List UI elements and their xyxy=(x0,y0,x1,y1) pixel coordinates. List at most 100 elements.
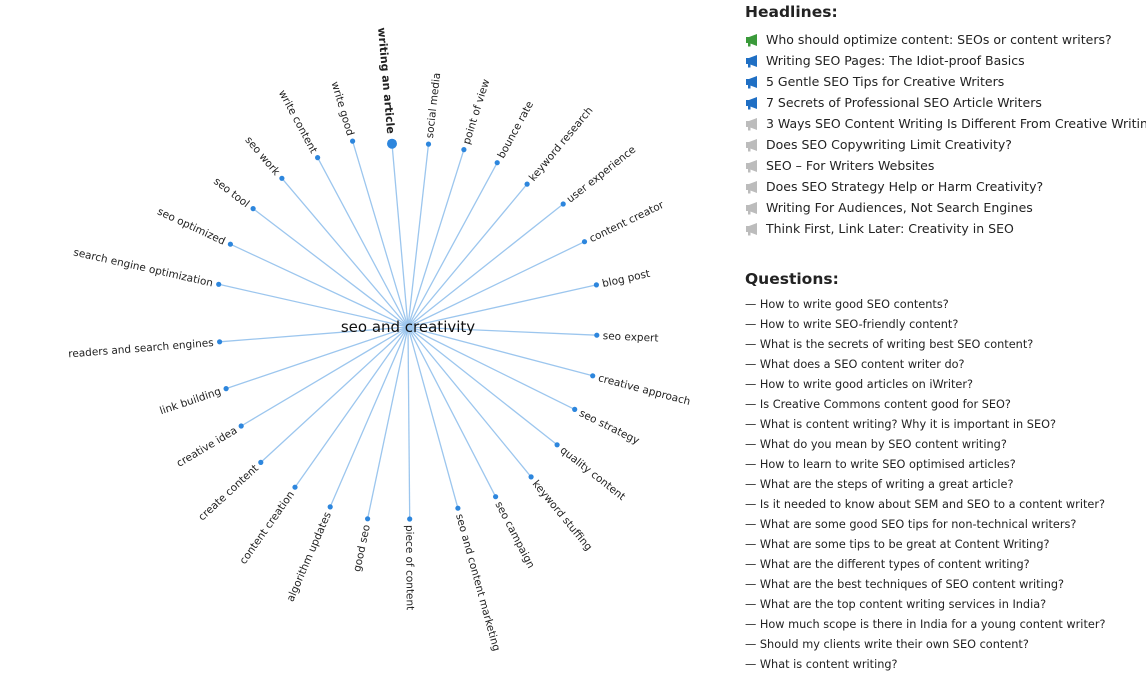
keyword-label[interactable]: algorithm updates xyxy=(285,510,334,603)
keyword-label[interactable]: point of view xyxy=(461,77,493,146)
headline-item[interactable]: 7 Secrets of Professional SEO Article Wr… xyxy=(745,92,1140,113)
keyword-node[interactable] xyxy=(227,241,233,247)
keyword-label[interactable]: seo tool xyxy=(211,175,251,210)
question-item[interactable]: — What is the secrets of writing best SE… xyxy=(745,338,1034,351)
keyword-node[interactable] xyxy=(238,423,244,429)
keyword-label[interactable]: search engine optimization xyxy=(72,246,214,289)
keyword-label[interactable]: keyword stuffing xyxy=(530,478,595,553)
megaphone-blue-icon xyxy=(746,54,757,67)
keyword-node[interactable] xyxy=(461,147,467,153)
headline-item[interactable]: Who should optimize content: SEOs or con… xyxy=(745,29,1140,50)
question-item[interactable]: — What are the top content writing servi… xyxy=(745,598,1047,611)
keyword-label[interactable]: create content xyxy=(196,462,261,523)
keyword-node[interactable] xyxy=(223,386,229,392)
selected-keyword-node[interactable] xyxy=(387,138,397,149)
keyword-label[interactable]: bounce rate xyxy=(495,99,536,160)
megaphone-gray-icon xyxy=(746,138,757,151)
headline-item[interactable]: 3 Ways SEO Content Writing Is Different … xyxy=(745,113,1146,134)
keyword-label[interactable]: write content xyxy=(276,88,320,155)
keyword-label[interactable]: seo optimized xyxy=(155,206,227,248)
headlines-list: Who should optimize content: SEOs or con… xyxy=(745,29,1146,239)
headline-item[interactable]: Think First, Link Later: Creativity in S… xyxy=(745,218,1140,239)
keyword-node[interactable] xyxy=(594,332,600,338)
question-item[interactable]: — What is content writing? xyxy=(745,658,898,671)
keyword-node[interactable] xyxy=(365,516,371,522)
headline-item[interactable]: Does SEO Strategy Help or Harm Creativit… xyxy=(745,176,1140,197)
keyword-node[interactable] xyxy=(455,505,461,511)
keyword-node[interactable] xyxy=(279,175,285,181)
keyword-node[interactable] xyxy=(560,201,566,207)
keyword-node[interactable] xyxy=(524,181,530,187)
keyword-node[interactable] xyxy=(572,406,578,412)
keyword-node[interactable] xyxy=(216,281,222,287)
headline-item[interactable]: Writing For Audiences, Not Search Engine… xyxy=(745,197,1140,218)
keyword-node[interactable] xyxy=(494,160,500,166)
question-item[interactable]: — What are the best techniques of SEO co… xyxy=(745,578,1065,591)
keyword-label[interactable]: content creation xyxy=(237,489,297,567)
headline-item[interactable]: Does SEO Copywriting Limit Creativity? xyxy=(745,134,1140,155)
keyword-node[interactable] xyxy=(590,373,596,379)
keyword-label[interactable]: social media xyxy=(424,72,443,139)
keyword-node[interactable] xyxy=(350,138,356,144)
keyword-label[interactable]: seo expert xyxy=(603,330,659,344)
keyword-branch-line xyxy=(407,326,597,336)
keyword-node[interactable] xyxy=(581,239,588,245)
keyword-branch-line xyxy=(281,177,409,328)
question-item[interactable]: — How much scope is there in India for a… xyxy=(745,618,1106,631)
keyword-label[interactable]: write good xyxy=(329,80,356,137)
question-item[interactable]: — Should my clients write their own SEO … xyxy=(745,638,1029,651)
keyword-node[interactable] xyxy=(217,339,223,345)
keyword-label[interactable]: content creator xyxy=(588,199,667,245)
question-item[interactable]: — Is Creative Commons content good for S… xyxy=(745,398,1011,411)
headline-item[interactable]: SEO – For Writers Websites xyxy=(745,155,1140,176)
keyword-branch-line xyxy=(407,144,430,328)
keyword-node[interactable] xyxy=(315,155,321,161)
question-item[interactable]: — What are the different types of conten… xyxy=(745,558,1030,571)
keyword-node[interactable] xyxy=(425,141,432,147)
headline-item[interactable]: 5 Gentle SEO Tips for Creative Writers xyxy=(745,71,1140,92)
keyword-node[interactable] xyxy=(493,494,499,500)
question-item[interactable]: — How to learn to write SEO optimised ar… xyxy=(745,458,1016,471)
keyword-label[interactable]: seo work xyxy=(242,134,282,178)
megaphone-gray-icon xyxy=(746,159,757,172)
question-item[interactable]: — What is content writing? Why it is imp… xyxy=(745,418,1056,431)
keyword-label[interactable]: link building xyxy=(158,385,222,417)
keyword-node[interactable] xyxy=(250,206,256,212)
keyword-node[interactable] xyxy=(327,504,333,510)
keyword-node[interactable] xyxy=(258,459,264,465)
keyword-node[interactable] xyxy=(407,516,413,522)
headline-text: Think First, Link Later: Creativity in S… xyxy=(766,221,1014,236)
keyword-label[interactable]: creative idea xyxy=(175,425,240,470)
question-item[interactable]: — Is it needed to know about SEM and SEO… xyxy=(745,498,1105,511)
keyword-label[interactable]: keyword research xyxy=(527,105,596,184)
keyword-node[interactable] xyxy=(593,282,600,288)
megaphone-gray-icon xyxy=(746,117,757,130)
question-item[interactable]: — How to write SEO-friendly content? xyxy=(745,318,959,331)
keyword-node[interactable] xyxy=(528,474,534,480)
question-item[interactable]: — What are some tips to be great at Cont… xyxy=(745,538,1050,551)
megaphone-gray-icon xyxy=(746,222,757,235)
keyword-label[interactable]: seo and content marketing xyxy=(453,513,502,653)
keyword-label[interactable]: quality content xyxy=(558,444,628,503)
keyword-label[interactable]: user experience xyxy=(565,144,639,206)
keyword-branch-line xyxy=(407,326,593,377)
keyword-branch-line xyxy=(407,284,597,328)
keyword-node[interactable] xyxy=(554,442,560,448)
keyword-label[interactable]: readers and search engines xyxy=(68,337,214,360)
keyword-node[interactable] xyxy=(292,484,298,490)
keyword-label[interactable]: blog post xyxy=(601,268,651,290)
question-item[interactable]: — What are some good SEO tips for non-te… xyxy=(745,518,1077,531)
keyword-label[interactable]: writing an article xyxy=(375,27,397,134)
question-item[interactable]: — How to write good articles on iWriter? xyxy=(745,378,973,391)
question-item[interactable]: — What do you mean by SEO content writin… xyxy=(745,438,1007,451)
keyword-label[interactable]: good seo xyxy=(351,524,373,573)
keyword-branch-line xyxy=(407,241,585,328)
headline-item[interactable]: Writing SEO Pages: The Idiot-proof Basic… xyxy=(745,50,1140,71)
question-item[interactable]: — What does a SEO content writer do? xyxy=(745,358,965,371)
keyword-label[interactable]: piece of content xyxy=(403,525,416,610)
keyword-label[interactable]: seo strategy xyxy=(577,407,641,447)
keyword-label[interactable]: seo campaign xyxy=(492,500,536,571)
keyword-label[interactable]: creative approach xyxy=(597,372,692,408)
question-item[interactable]: — How to write good SEO contents? xyxy=(745,298,949,311)
question-item[interactable]: — What are the steps of writing a great … xyxy=(745,478,1014,491)
